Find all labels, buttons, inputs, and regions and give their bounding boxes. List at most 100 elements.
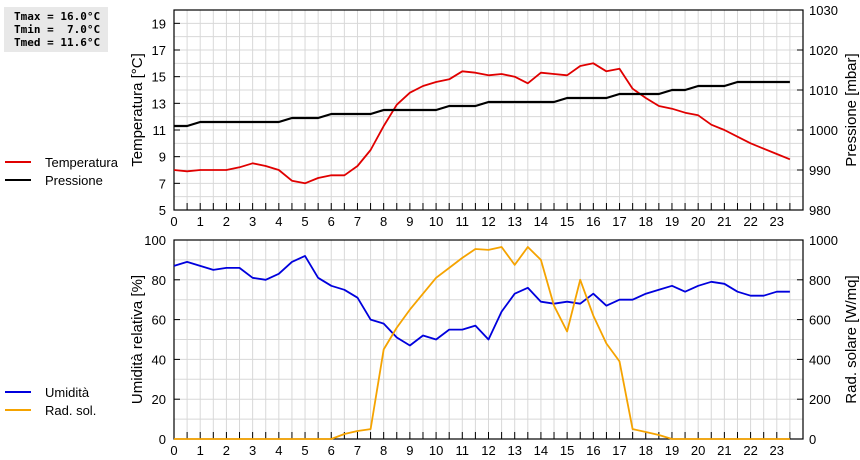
x-tick-label: 4 <box>275 214 282 229</box>
y-right-tick-label: 1000 <box>809 123 838 138</box>
y-axis-title-right: Rad. solare [W/mq] <box>843 275 860 403</box>
x-tick-label: 4 <box>275 443 282 458</box>
y-tick-label: 5 <box>159 203 166 218</box>
y-tick-label: 7 <box>159 176 166 191</box>
x-tick-label: 18 <box>639 443 653 458</box>
x-tick-label: 12 <box>481 443 495 458</box>
x-tick-label: 7 <box>354 214 361 229</box>
y-tick-label: 80 <box>152 273 166 288</box>
stats-box: Tmax = 16.0°C Tmin = 7.0°C Tmed = 11.6°C <box>4 7 108 52</box>
y-tick-label: 0 <box>159 432 166 447</box>
y-axis-title-right: Pressione [mbar] <box>843 53 860 166</box>
y-right-tick-label: 600 <box>809 313 831 328</box>
x-tick-label: 21 <box>717 443 731 458</box>
x-tick-label: 10 <box>429 214 443 229</box>
x-tick-label: 2 <box>223 214 230 229</box>
x-tick-label: 8 <box>380 443 387 458</box>
humidity-radiation-chart: 0 1 2 3 4 5 6 7 8 9 10 11 12 13 14 15 16 17 18 19 20 21 22 2302… <box>129 233 860 458</box>
y-tick-label: 20 <box>152 392 166 407</box>
legend-item-radsol: Rad. sol. <box>5 402 96 418</box>
legend-label: Temperatura <box>45 154 118 170</box>
legend-item-pressione: Pressione <box>5 172 103 188</box>
x-tick-label: 9 <box>406 214 413 229</box>
series-line-radsol <box>174 246 790 440</box>
x-tick-label: 11 <box>456 443 470 458</box>
y-axis-title: Temperatura [°C] <box>129 53 146 167</box>
y-right-tick-label: 980 <box>809 203 831 218</box>
legend-swatch-temperatura <box>5 161 31 163</box>
x-tick-label: 8 <box>380 214 387 229</box>
legend-swatch-radsol <box>5 409 31 411</box>
y-right-tick-label: 200 <box>809 392 831 407</box>
y-tick-label: 19 <box>152 16 166 31</box>
y-right-tick-label: 0 <box>809 432 816 447</box>
x-tick-label: 14 <box>534 214 548 229</box>
x-tick-label: 17 <box>612 214 626 229</box>
y-right-tick-label: 1020 <box>809 43 838 58</box>
y-right-tick-label: 400 <box>809 352 831 367</box>
tmin-text: Tmin = 7.0°C <box>14 23 101 36</box>
y-right-tick-label: 1030 <box>809 3 838 18</box>
x-tick-label: 6 <box>328 214 335 229</box>
x-tick-label: 15 <box>560 443 574 458</box>
x-tick-label: 20 <box>691 443 705 458</box>
x-tick-label: 12 <box>481 214 495 229</box>
x-tick-label: 6 <box>328 443 335 458</box>
series-line-pressione <box>174 80 790 128</box>
x-tick-label: 13 <box>507 214 521 229</box>
x-tick-label: 1 <box>197 214 204 229</box>
x-tick-label: 0 <box>170 214 177 229</box>
legend-swatch-umidita <box>5 391 31 393</box>
x-tick-label: 23 <box>770 214 784 229</box>
legend-label: Umidità <box>45 384 90 400</box>
x-tick-label: 11 <box>456 214 470 229</box>
y-right-tick-label: 1000 <box>809 233 838 248</box>
x-tick-label: 19 <box>665 443 679 458</box>
x-tick-label: 18 <box>639 214 653 229</box>
x-tick-label: 3 <box>249 214 256 229</box>
x-tick-label: 2 <box>223 443 230 458</box>
tmed-text: Tmed = 11.6°C <box>14 36 101 49</box>
x-tick-label: 9 <box>406 443 413 458</box>
y-tick-label: 15 <box>152 70 166 85</box>
x-tick-label: 20 <box>691 214 705 229</box>
x-tick-label: 19 <box>665 214 679 229</box>
x-tick-label: 22 <box>743 443 757 458</box>
y-right-tick-label: 990 <box>809 163 831 178</box>
temp-pressure-chart: 0 1 2 3 4 5 6 7 8 9 10 11 12 13 14 15 16 17 18 19 20 21 22 2357… <box>129 3 860 229</box>
legend-label: Rad. sol. <box>45 402 97 418</box>
y-right-tick-label: 800 <box>809 273 831 288</box>
legend-swatch-pressione <box>5 179 31 181</box>
x-tick-label: 16 <box>586 443 600 458</box>
x-tick-label: 0 <box>170 443 177 458</box>
x-tick-label: 15 <box>560 214 574 229</box>
y-tick-label: 11 <box>153 123 167 138</box>
legend-item-temperatura: Temperatura <box>5 154 118 170</box>
y-tick-label: 60 <box>152 313 166 328</box>
x-tick-label: 22 <box>743 214 757 229</box>
x-tick-label: 1 <box>197 443 204 458</box>
x-tick-label: 3 <box>249 443 256 458</box>
y-tick-label: 40 <box>152 352 166 367</box>
tmax-text: Tmax = 16.0°C <box>14 10 101 23</box>
y-tick-label: 13 <box>152 96 166 111</box>
y-right-tick-label: 1010 <box>809 83 838 98</box>
x-tick-label: 5 <box>301 214 308 229</box>
x-tick-label: 7 <box>354 443 361 458</box>
y-axis-title: Umidità relativa [%] <box>129 275 146 404</box>
x-tick-label: 5 <box>301 443 308 458</box>
x-tick-label: 10 <box>429 443 443 458</box>
x-tick-label: 23 <box>770 443 784 458</box>
y-tick-label: 9 <box>159 150 166 165</box>
x-tick-label: 17 <box>612 443 626 458</box>
x-tick-label: 16 <box>586 214 600 229</box>
x-tick-label: 21 <box>717 214 731 229</box>
legend-item-umidita: Umidità <box>5 384 89 400</box>
series-line-umidit <box>173 254 790 347</box>
legend-label: Pressione <box>45 172 103 188</box>
x-tick-label: 14 <box>534 443 548 458</box>
x-tick-label: 13 <box>507 443 521 458</box>
series-line-temperatura <box>173 62 791 185</box>
y-tick-label: 100 <box>144 233 166 248</box>
